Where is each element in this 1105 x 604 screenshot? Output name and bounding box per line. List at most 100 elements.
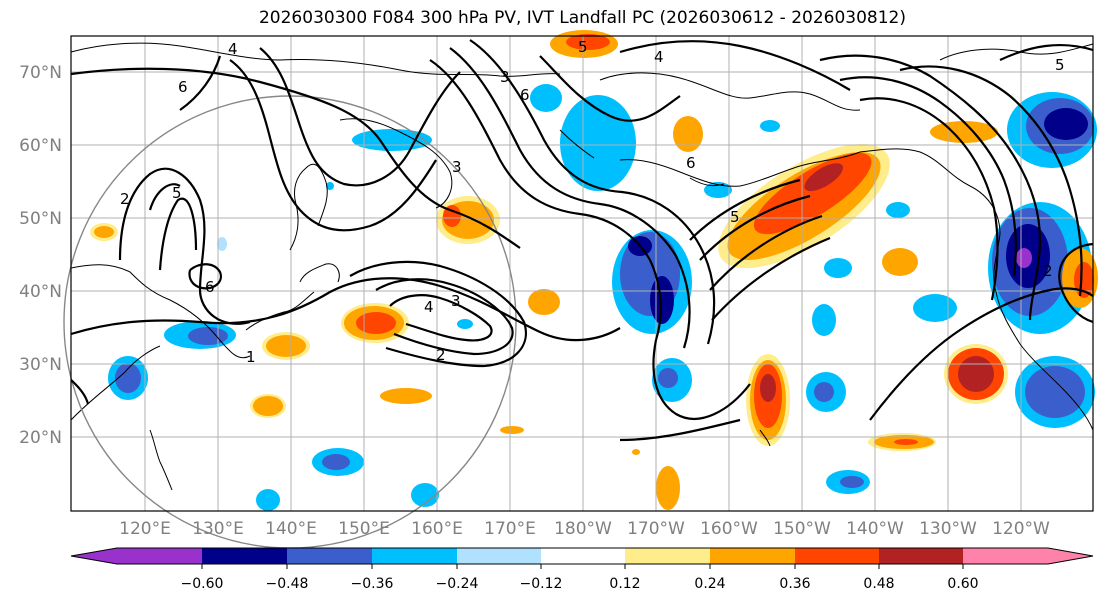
lon-label: 160°W — [700, 519, 758, 539]
colorbar-tick: 0.12 — [609, 576, 640, 592]
pos-blob — [632, 449, 640, 455]
colorbar-extend-max — [1048, 548, 1093, 564]
colorbar-tick: −0.36 — [351, 576, 394, 592]
neg-blob — [217, 237, 227, 251]
map-panel: 4 6 2 5 6 3 4 3 2 1 6 5 6 5 4 5 3 2 — [63, 30, 1098, 549]
colorbar-segment — [202, 548, 287, 564]
neg-blob — [326, 182, 334, 190]
neg-blob — [411, 483, 439, 507]
neg-blob — [1025, 366, 1085, 418]
colorbar-segment — [457, 548, 541, 564]
neg-blob — [812, 304, 836, 336]
neg-blob — [1044, 108, 1088, 140]
neg-blob — [840, 476, 864, 488]
contour-label: 1 — [246, 348, 256, 366]
coastlines — [70, 42, 1094, 491]
neg-blob — [886, 202, 910, 218]
colorbar-segment — [879, 548, 963, 564]
contour-label: 2 — [120, 190, 130, 208]
lon-label: 130°E — [192, 519, 244, 539]
colorbar-tick: 0.48 — [863, 576, 894, 592]
lon-label: 170°W — [627, 519, 685, 539]
colorbar-outline — [70, 547, 1094, 565]
lon-label: 150°W — [773, 519, 831, 539]
lat-label-50: 50°N — [19, 209, 62, 229]
contour-label: 5 — [1055, 56, 1065, 74]
pos-blob — [528, 289, 560, 315]
contour-label: 6 — [205, 278, 215, 296]
contour-label: 4 — [424, 298, 434, 316]
neg-blob — [658, 368, 678, 388]
colorbar-segment — [287, 548, 372, 564]
neg-blob — [650, 276, 674, 324]
colorbar-extend-min — [71, 548, 117, 564]
map-frame — [70, 35, 1094, 512]
colorbar: −0.60 −0.48 −0.36 −0.24 −0.12 0.12 0.24 … — [70, 547, 1094, 592]
contour-label: 5 — [172, 184, 182, 202]
colorbar-tick: 0.36 — [779, 576, 810, 592]
contour-label: 2 — [1043, 262, 1053, 280]
pos-blob — [656, 466, 680, 510]
map-title: 2026030300 F084 300 hPa PV, IVT Landfall… — [258, 8, 906, 28]
neg-blob — [457, 319, 473, 329]
pos-blob — [500, 426, 524, 434]
lon-labels: 120°E 130°E 140°E 150°E 160°E 170°E 180°… — [119, 519, 1050, 539]
pos-blob — [882, 248, 918, 276]
pos-blob — [753, 152, 872, 235]
neg-blob — [322, 454, 350, 470]
colorbar-tick: −0.48 — [266, 576, 309, 592]
pos-blob — [894, 439, 918, 445]
neg-blob — [760, 120, 780, 132]
lon-label: 120°E — [119, 519, 171, 539]
colorbar-segment — [795, 548, 879, 564]
lat-label-40: 40°N — [19, 282, 62, 302]
pos-blob — [760, 374, 776, 402]
lon-label: 160°E — [411, 519, 463, 539]
lat-label-20: 20°N — [19, 428, 62, 448]
pos-blob — [673, 116, 703, 152]
pos-blob — [94, 226, 114, 238]
pos-blob — [804, 163, 843, 192]
gridlines — [71, 36, 1093, 511]
pos-blob — [266, 335, 306, 357]
pos-blob — [356, 312, 396, 334]
colorbar-segment — [625, 548, 710, 564]
lat-labels: 70°N 60°N 50°N 40°N 30°N 20°N — [19, 63, 62, 448]
contour-labels: 4 6 2 5 6 3 4 3 2 1 6 5 6 5 4 5 3 2 — [120, 38, 1065, 366]
contour-label: 3 — [451, 292, 461, 310]
lon-label: 150°E — [338, 519, 390, 539]
lon-label: 120°W — [992, 519, 1050, 539]
colorbar-tick: 0.60 — [947, 576, 978, 592]
shading-layer — [90, 30, 1098, 511]
contour-label: 6 — [178, 78, 188, 96]
contour-label: 6 — [686, 154, 696, 172]
colorbar-tick: −0.24 — [436, 576, 479, 592]
colorbar-tick: 0.24 — [694, 576, 725, 592]
contour-label: 2 — [436, 346, 446, 364]
pv-contours — [70, 39, 1094, 442]
pos-blob — [443, 205, 461, 227]
contour-label: 4 — [654, 48, 664, 66]
colorbar-tick: −0.60 — [181, 576, 224, 592]
neg-blob — [1016, 248, 1032, 268]
neg-blob — [256, 489, 280, 511]
pos-blob — [958, 356, 994, 392]
contour-label: 3 — [452, 158, 462, 176]
colorbar-tick: −0.12 — [520, 576, 563, 592]
lat-label-60: 60°N — [19, 136, 62, 156]
pos-blob — [566, 34, 610, 50]
contour-label: 5 — [730, 208, 740, 226]
colorbar-segment — [372, 548, 457, 564]
lat-label-70: 70°N — [19, 63, 62, 83]
pos-blob — [253, 396, 283, 416]
colorbar-segment — [710, 548, 795, 564]
neg-blob — [913, 294, 957, 322]
lon-label: 130°W — [919, 519, 977, 539]
lon-label: 140°E — [265, 519, 317, 539]
lon-label: 140°W — [846, 519, 904, 539]
colorbar-segment — [963, 548, 1048, 564]
colorbar-segment — [117, 548, 202, 564]
contour-label: 3 — [500, 68, 510, 86]
lon-label: 180°W — [554, 519, 612, 539]
